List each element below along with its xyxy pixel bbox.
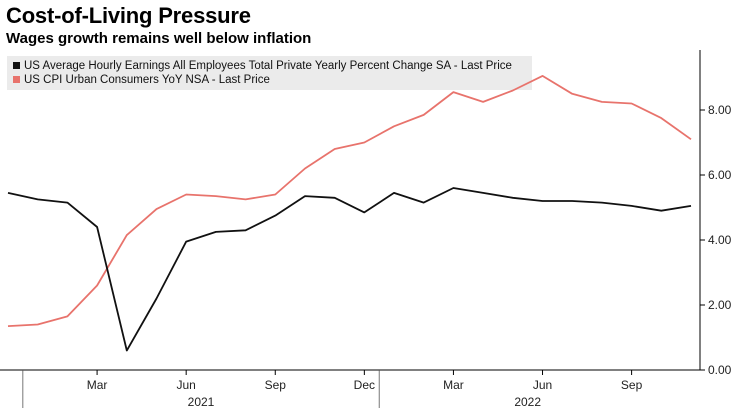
y-tick-label: 6.00 (708, 168, 732, 182)
legend-label-cpi: US CPI Urban Consumers YoY NSA - Last Pr… (24, 74, 270, 86)
legend-swatch-wages (13, 62, 20, 69)
chart-subtitle: Wages growth remains well below inflatio… (6, 30, 312, 47)
y-tick-label: 0.00 (708, 363, 732, 377)
legend-label-wages: US Average Hourly Earnings All Employees… (24, 60, 512, 72)
series-line-wages (7, 187, 692, 352)
legend-swatch-cpi (13, 76, 20, 83)
y-tick-label: 4.00 (708, 233, 732, 247)
chart-title: Cost-of-Living Pressure (6, 3, 251, 28)
x-tick-label: Sep (265, 378, 287, 392)
plot-area: 0.00 2.00 4.00 6.00 8.00 Mar Jun Sep Dec Mar Jun Se… (0, 50, 732, 409)
year-label: 2022 (514, 395, 541, 409)
x-tick-label: Jun (176, 378, 195, 392)
x-tick-label: Dec (354, 378, 375, 392)
series-line-cpi (7, 75, 692, 327)
legend-background (7, 56, 532, 90)
x-tick-label: Sep (621, 378, 643, 392)
chart-legend: US Average Hourly Earnings All Employees… (7, 56, 532, 90)
x-tick-label: Mar (87, 378, 108, 392)
y-tick-label: 2.00 (708, 298, 732, 312)
x-tick-label: Mar (443, 378, 464, 392)
year-label: 2021 (188, 395, 215, 409)
x-tick-label: Jun (533, 378, 552, 392)
y-tick-label: 8.00 (708, 103, 732, 117)
